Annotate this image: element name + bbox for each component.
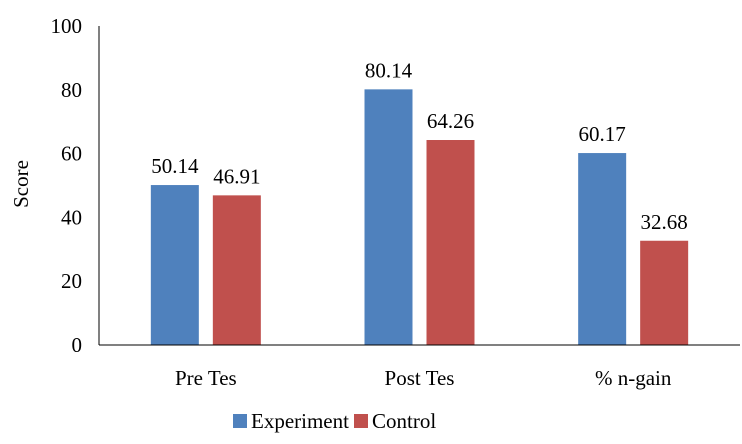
y-tick-label: 20 [61, 269, 82, 293]
legend-swatch-control [354, 414, 368, 428]
data-label-control-1: 64.26 [427, 109, 474, 133]
bar-control-2 [640, 240, 689, 345]
bar-experiment-2 [578, 153, 627, 345]
x-tick-label: % n-gain [595, 366, 672, 390]
y-tick-label: 0 [72, 333, 83, 357]
bar-experiment-1 [364, 89, 413, 346]
data-label-control-2: 32.68 [641, 210, 688, 234]
y-tick-label: 60 [61, 142, 82, 166]
legend-swatch-experiment [233, 414, 247, 428]
bar-series [150, 89, 689, 346]
x-tick-label: Post Tes [385, 366, 455, 390]
data-label-experiment-1: 80.14 [365, 58, 413, 82]
y-tick-label: 100 [51, 14, 83, 38]
legend-label-experiment: Experiment [251, 409, 349, 433]
bar-control-0 [212, 195, 261, 345]
y-axis-ticks: 0 20 40 60 80 100 [51, 14, 83, 357]
data-labels: 50.14 46.91 80.14 64.26 60.17 32.68 [151, 58, 688, 233]
data-label-control-0: 46.91 [213, 164, 260, 188]
x-axis-ticks: Pre Tes Post Tes % n-gain [175, 366, 672, 390]
y-tick-label: 40 [61, 205, 82, 229]
bar-experiment-0 [150, 185, 199, 345]
y-axis-title: Score [9, 160, 33, 208]
bar-control-1 [426, 140, 475, 345]
legend: Experiment Control [233, 409, 436, 433]
data-label-experiment-0: 50.14 [151, 154, 199, 178]
axes [98, 26, 740, 346]
y-tick-label: 80 [61, 78, 82, 102]
legend-label-control: Control [372, 409, 436, 433]
x-tick-label: Pre Tes [175, 366, 237, 390]
data-label-experiment-2: 60.17 [579, 122, 626, 146]
